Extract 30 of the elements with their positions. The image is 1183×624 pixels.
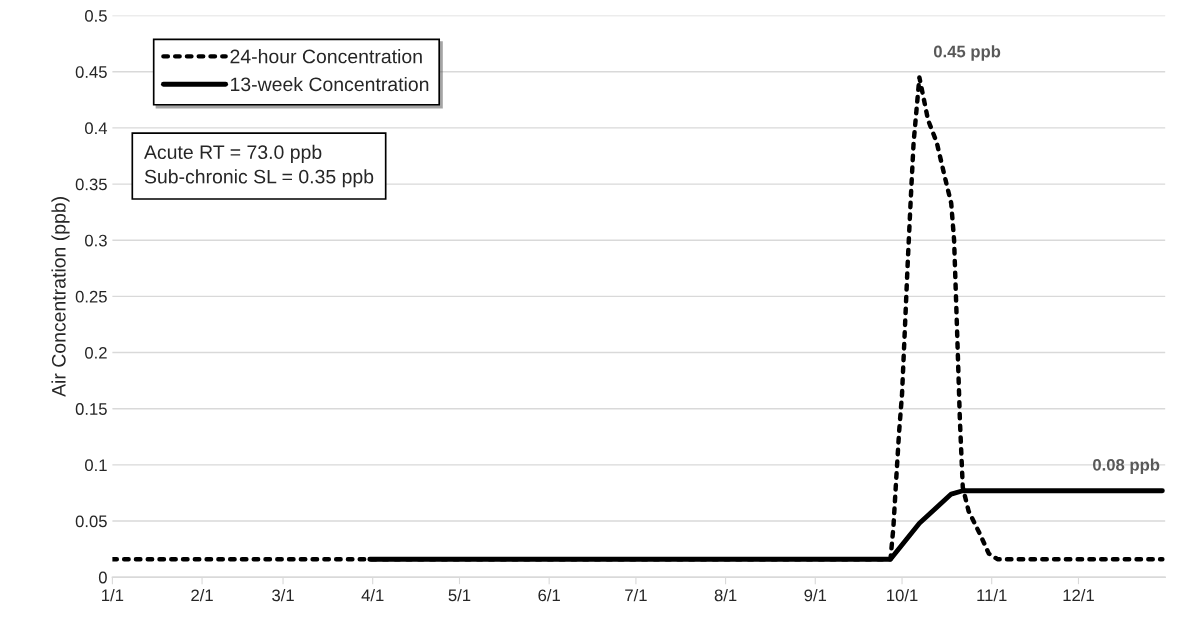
x-tick-label: 8/1 xyxy=(714,589,737,602)
y-tick-label: 0 xyxy=(98,571,107,584)
annotation: Acute RT = 73.0 ppb Sub-chronic SL = 0.35 ppb xyxy=(144,144,374,188)
x-tick-label: 4/1 xyxy=(361,589,384,602)
x-tick-label: 7/1 xyxy=(625,589,647,602)
y-tick-label: 0.4 xyxy=(85,122,108,135)
x-tick-label: 1/1 xyxy=(102,589,124,602)
y-tick-label: 0.05 xyxy=(75,515,107,528)
y-tick-label: 0.45 xyxy=(75,66,107,78)
y-axis-title: Air Concentration (ppb) xyxy=(51,197,70,397)
x-tick-label: 2/1 xyxy=(191,589,213,602)
x-tick-label: 3/1 xyxy=(272,589,294,602)
y-tick-label: 0.2 xyxy=(85,346,107,359)
x-tick-label: 10/1 xyxy=(887,589,918,602)
y-tick-label: 0.5 xyxy=(85,10,107,22)
x-tick-label: 9/1 xyxy=(804,589,827,602)
x-tick-label: 11/1 xyxy=(977,589,1007,602)
y-tick-label: 0.25 xyxy=(75,290,107,303)
y-tick-label: 0.1 xyxy=(85,459,107,472)
x-tick-label: 12/1 xyxy=(1063,589,1094,602)
y-tick-label: 0.15 xyxy=(75,403,107,415)
legend-label: 24-hour Concentration xyxy=(230,49,422,64)
annotation: 0.08 ppb xyxy=(1093,458,1160,475)
y-tick-label: 0.3 xyxy=(85,234,107,247)
legend-label: 13-week Concentration xyxy=(231,76,429,92)
x-tick-label: 5/1 xyxy=(448,589,471,602)
line-series xyxy=(112,75,1165,562)
y-tick-label: 0.35 xyxy=(75,178,107,191)
x-tick-label: 6/1 xyxy=(538,589,560,602)
annotation: 0.45 ppb xyxy=(933,45,1001,61)
